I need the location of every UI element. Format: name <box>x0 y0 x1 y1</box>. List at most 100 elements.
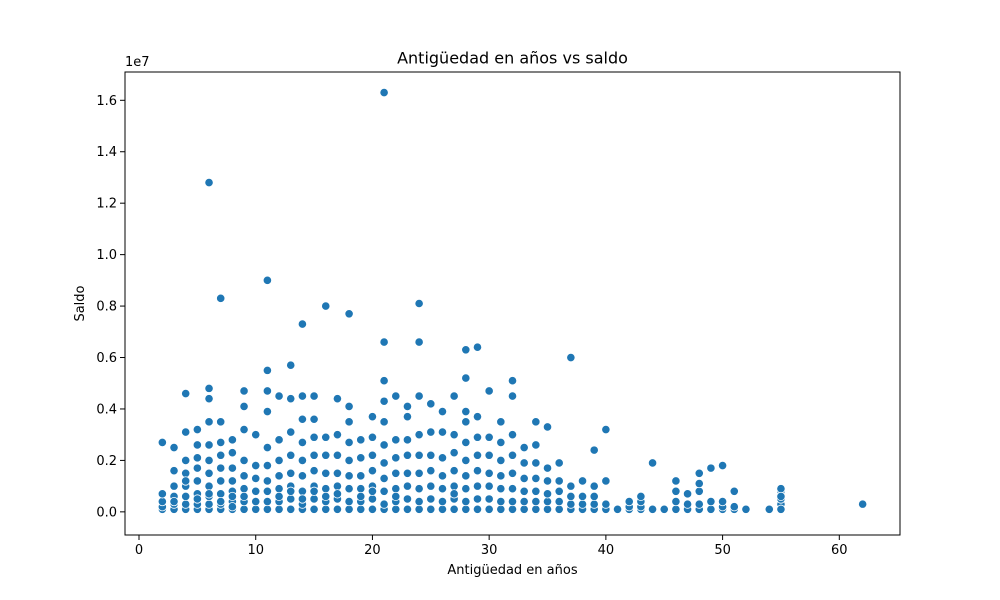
data-point <box>437 427 448 437</box>
data-point <box>204 440 214 450</box>
data-point <box>239 491 249 502</box>
data-point <box>472 412 483 422</box>
data-point <box>694 468 704 478</box>
data-point <box>356 504 366 514</box>
data-point <box>309 504 319 514</box>
data-point <box>507 504 518 514</box>
data-point <box>426 466 436 476</box>
data-point <box>204 417 214 427</box>
data-point <box>332 504 343 514</box>
data-point <box>192 440 202 450</box>
y-tick-label: 0.8 <box>96 300 117 315</box>
data-point <box>542 496 553 507</box>
data-point <box>402 468 413 478</box>
data-point <box>204 455 214 466</box>
data-point <box>519 486 529 496</box>
data-point <box>309 391 319 401</box>
y-offset-label: 1e7 <box>125 55 150 70</box>
data-point <box>379 486 389 496</box>
data-point <box>239 504 249 514</box>
data-point <box>332 481 343 491</box>
data-point <box>566 499 576 509</box>
data-point <box>472 466 483 476</box>
y-axis: 0.0 0.2 0.4 0.6 0.8 1.0 1.2 1.4 1.6 <box>96 94 125 520</box>
data-point <box>286 360 296 370</box>
data-point <box>449 504 459 514</box>
data-point <box>437 504 448 514</box>
data-point <box>601 424 611 435</box>
data-point <box>169 481 179 491</box>
data-point <box>531 440 541 450</box>
data-point <box>647 458 658 468</box>
y-tick-label: 0.4 <box>96 402 117 417</box>
data-point <box>461 484 471 494</box>
data-point <box>391 484 401 494</box>
data-point <box>507 484 518 494</box>
data-point <box>239 386 249 396</box>
data-point <box>402 494 413 504</box>
data-point <box>169 442 179 453</box>
data-point <box>554 496 564 507</box>
data-point <box>216 496 226 507</box>
data-point <box>286 394 296 404</box>
data-point <box>706 496 716 507</box>
data-point <box>682 489 693 499</box>
data-point <box>297 471 308 481</box>
data-point <box>251 460 261 471</box>
data-point <box>157 496 167 507</box>
data-point <box>402 401 413 411</box>
data-point <box>554 458 564 468</box>
data-point <box>472 504 483 514</box>
data-point <box>472 481 483 491</box>
data-point <box>507 376 518 386</box>
data-point <box>542 489 553 499</box>
data-point <box>706 504 716 514</box>
data-point <box>262 504 272 514</box>
data-point <box>426 481 436 491</box>
data-point <box>449 391 459 401</box>
data-point <box>192 476 202 486</box>
data-point <box>542 476 553 486</box>
data-point <box>671 486 681 496</box>
data-point <box>332 430 343 440</box>
data-point <box>332 468 343 478</box>
data-point <box>647 504 658 514</box>
data-point <box>659 504 669 514</box>
x-tick-label: 10 <box>247 543 264 558</box>
data-point <box>426 399 436 409</box>
data-point <box>332 450 343 460</box>
data-point <box>507 450 518 460</box>
data-point <box>204 468 214 478</box>
data-point <box>344 496 354 507</box>
data-point <box>192 463 202 473</box>
data-point <box>671 476 681 486</box>
y-tick-label: 0.6 <box>96 351 117 366</box>
data-point <box>321 504 331 514</box>
data-point <box>437 406 448 417</box>
data-point <box>496 437 506 447</box>
data-point <box>776 504 786 514</box>
data-point <box>286 427 296 437</box>
data-point <box>601 499 611 509</box>
data-point <box>239 424 249 435</box>
data-point <box>472 450 483 460</box>
data-point <box>729 486 739 496</box>
x-tick-label: 60 <box>831 543 848 558</box>
data-point <box>531 417 541 427</box>
data-point <box>286 468 296 478</box>
data-point <box>461 455 471 466</box>
data-point <box>496 496 506 507</box>
data-point <box>414 484 424 494</box>
data-point <box>402 504 413 514</box>
data-point <box>461 345 471 355</box>
data-point <box>461 437 471 447</box>
data-point <box>391 504 401 514</box>
data-point <box>484 432 494 442</box>
data-point <box>204 394 214 404</box>
data-point <box>379 87 389 98</box>
data-point <box>251 504 261 514</box>
data-point <box>379 376 389 386</box>
data-point <box>589 445 599 455</box>
x-axis: 0 10 20 30 40 50 60 <box>135 535 848 558</box>
data-point <box>729 502 739 512</box>
